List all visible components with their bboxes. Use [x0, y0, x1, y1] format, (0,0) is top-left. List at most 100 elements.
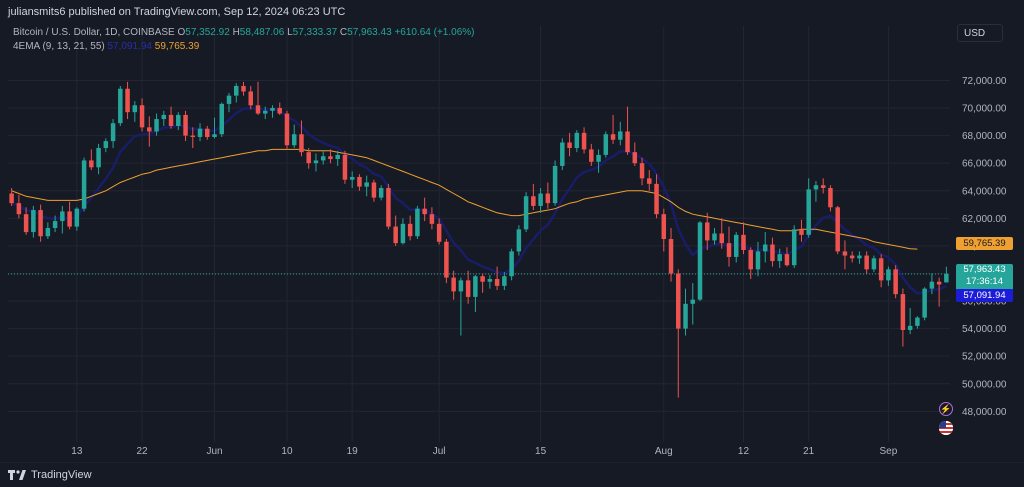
- candle-body: [770, 244, 775, 262]
- candle-body: [291, 134, 297, 146]
- candle-body: [574, 132, 580, 149]
- close-value: 57,963.43: [347, 27, 392, 38]
- candle-body: [697, 222, 703, 300]
- candle-body: [38, 210, 43, 237]
- tradingview-brand: TradingView: [31, 469, 92, 481]
- open-label: O: [177, 27, 186, 38]
- candle-body: [886, 269, 891, 281]
- candle-body: [828, 187, 833, 208]
- candle-body: [842, 251, 848, 256]
- y-tick-label: 48,000.00: [962, 407, 1007, 418]
- candle-body: [632, 152, 638, 164]
- candle-body: [596, 154, 601, 162]
- candle-body: [400, 223, 406, 244]
- candle-body: [907, 325, 913, 330]
- candle-body: [212, 134, 217, 137]
- candle-body: [813, 185, 819, 190]
- candle-body: [89, 160, 94, 168]
- symbol-name: Bitcoin / U.S. Dollar, 1D, COINBASE: [13, 27, 175, 38]
- candle-body: [567, 142, 572, 149]
- x-tick-label: 13: [71, 446, 83, 457]
- candle-body: [791, 229, 797, 266]
- x-tick-label: Jun: [206, 446, 222, 457]
- candle-body: [748, 250, 753, 270]
- candle-body: [516, 229, 522, 252]
- candle-body: [270, 108, 275, 111]
- ema-slow-tag: 59,765.39: [956, 237, 1013, 250]
- candle-body: [226, 95, 232, 104]
- candle-body: [458, 280, 464, 292]
- candle-body: [422, 208, 427, 215]
- candle-body: [741, 234, 746, 251]
- candle-body: [784, 254, 790, 266]
- candle-body: [248, 91, 253, 106]
- candle-body: [161, 114, 167, 120]
- candle-body: [893, 269, 898, 295]
- candle-body: [386, 187, 391, 227]
- candle-body: [509, 251, 514, 277]
- candle-body: [683, 303, 688, 329]
- candle-body: [205, 128, 210, 137]
- indicator-legend: 4EMA (9, 13, 21, 55) 57,091.94 59,765.39: [13, 41, 199, 52]
- candle-body: [234, 85, 239, 96]
- candle-body: [719, 233, 724, 244]
- candle-body: [451, 277, 456, 292]
- candle-body: [864, 255, 869, 270]
- candle-body: [320, 156, 326, 161]
- candle-body: [531, 196, 536, 206]
- candle-body: [878, 258, 884, 281]
- x-tick-label: 12: [738, 446, 750, 457]
- chart-grid: [8, 26, 950, 442]
- candle-body: [900, 294, 906, 330]
- tradingview-logo[interactable]: TradingView: [8, 469, 92, 481]
- high-label: H: [232, 27, 240, 38]
- candle-body: [857, 255, 862, 259]
- y-tick-label: 66,000.00: [962, 159, 1007, 170]
- x-tick-label: 10: [281, 446, 293, 457]
- candle-body: [487, 278, 493, 282]
- candle-body: [168, 114, 174, 126]
- candle-body: [806, 189, 811, 235]
- candle-body: [444, 241, 449, 278]
- low-value: 57,333.37: [292, 27, 338, 38]
- candle-body: [349, 176, 355, 180]
- candle-body: [16, 203, 22, 215]
- candle-body: [125, 88, 130, 113]
- currency-selector[interactable]: USD: [957, 24, 1003, 42]
- candle-body: [147, 127, 152, 132]
- candle-body: [929, 281, 935, 289]
- flash-icon[interactable]: ⚡: [939, 402, 953, 416]
- candle-body: [690, 299, 696, 304]
- candle-body: [639, 163, 645, 179]
- close-label: C: [339, 27, 348, 38]
- us-flag-icon[interactable]: [939, 421, 953, 435]
- candle-body: [103, 141, 109, 149]
- y-tick-label: 70,000.00: [962, 104, 1007, 115]
- candle-body: [219, 103, 225, 135]
- candle-body: [31, 210, 36, 233]
- ema-slow-value: 59,765.39: [154, 41, 200, 52]
- candles: [9, 81, 949, 398]
- candle-body: [494, 278, 500, 286]
- candle-body: [132, 105, 138, 113]
- candle-body: [465, 280, 471, 297]
- candle-body: [139, 105, 145, 128]
- candle-body: [45, 227, 51, 237]
- candle-body: [74, 208, 80, 227]
- candle-body: [603, 134, 609, 155]
- candle-body: [712, 233, 717, 241]
- candle-body: [335, 154, 340, 160]
- candle-body: [23, 214, 29, 233]
- candle-body: [371, 182, 377, 198]
- footer: TradingView: [0, 462, 1024, 487]
- last-price-tag: 57,963.43 17:36:14: [956, 264, 1013, 290]
- candle-body: [799, 229, 804, 235]
- candle-body: [581, 132, 587, 150]
- high-value: 58,487.06: [239, 27, 285, 38]
- candle-body: [647, 178, 652, 184]
- ema-slow-line: [11, 148, 918, 250]
- candle-body: [190, 135, 196, 137]
- candle-body: [654, 183, 659, 215]
- candle-body: [96, 148, 101, 168]
